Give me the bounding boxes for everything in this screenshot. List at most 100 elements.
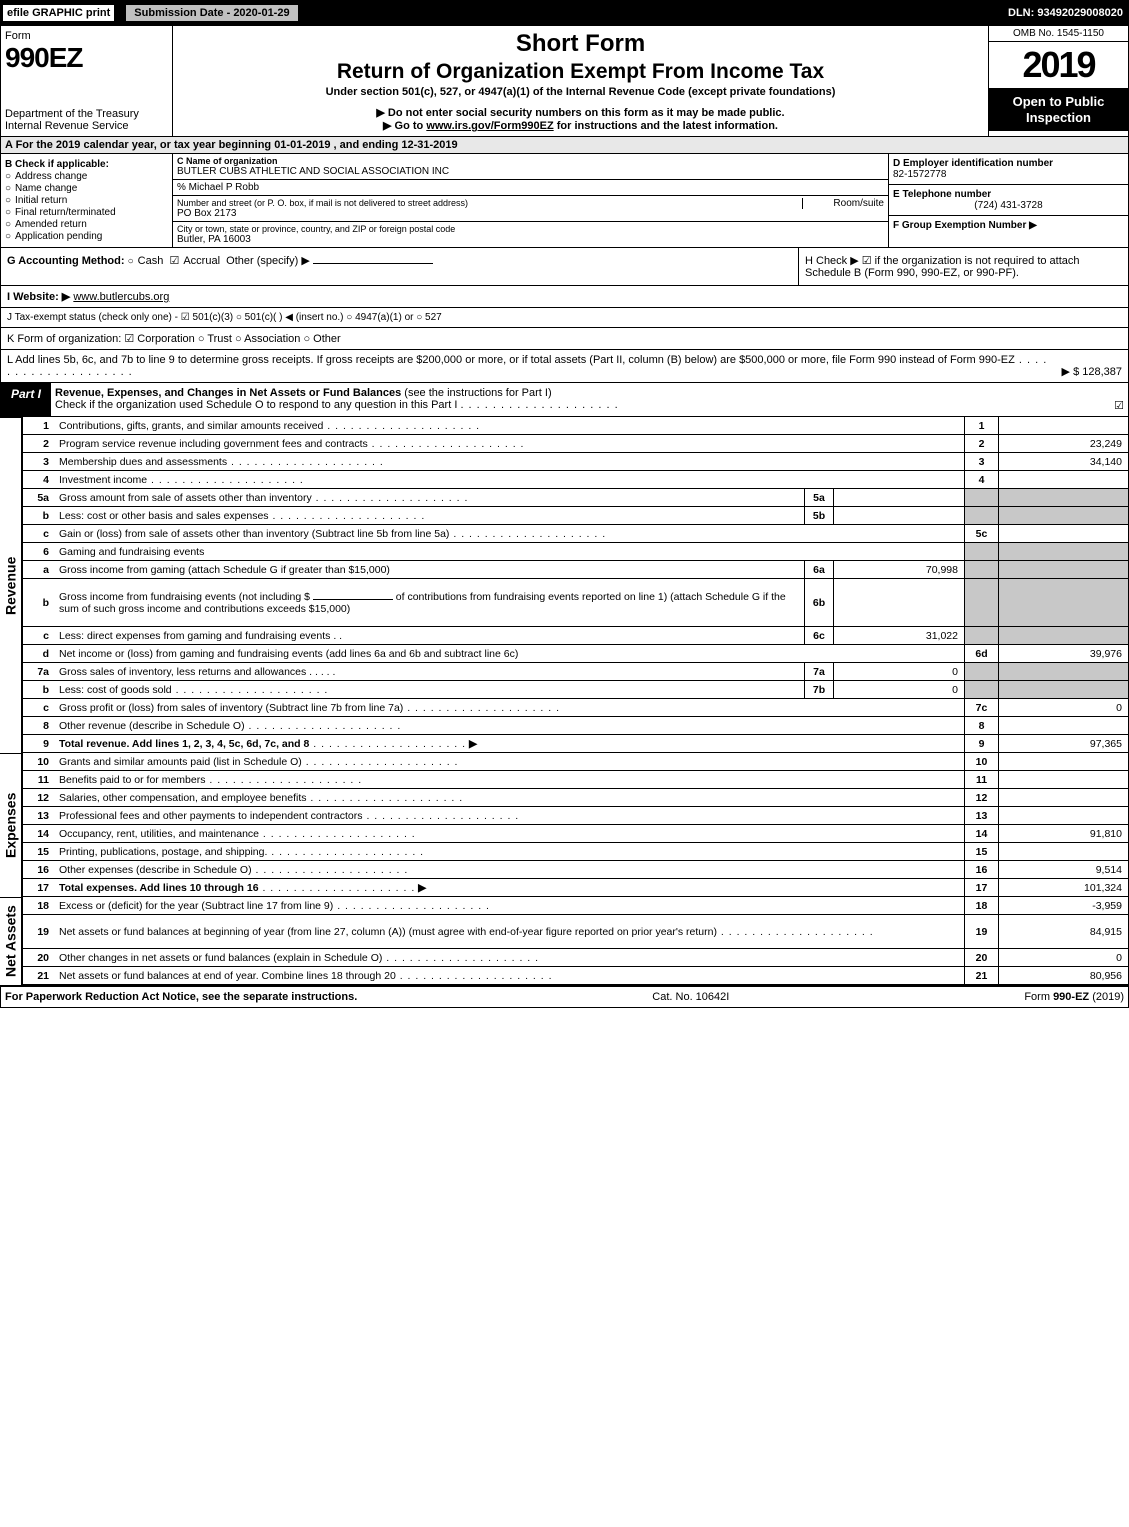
ln-7a: 7a <box>23 666 55 678</box>
rval-6-shade <box>998 543 1128 560</box>
goto-post: for instructions and the latest informat… <box>554 120 778 132</box>
website-label: I Website: ▶ <box>7 291 70 303</box>
desc-13: Professional fees and other payments to … <box>59 810 363 822</box>
rval-8 <box>998 717 1128 734</box>
footer-left: For Paperwork Reduction Act Notice, see … <box>5 991 357 1003</box>
instructions-link[interactable]: www.irs.gov/Form990EZ <box>426 120 553 132</box>
ln-6: 6 <box>23 546 55 558</box>
desc-11: Benefits paid to or for members <box>59 774 205 786</box>
rval-7c: 0 <box>998 699 1128 716</box>
row-5b: b Less: cost or other basis and sales ex… <box>22 507 1129 525</box>
rnum-12: 12 <box>964 789 998 806</box>
row-16: 16 Other expenses (describe in Schedule … <box>22 861 1129 879</box>
mnum-7b: 7b <box>804 681 834 698</box>
section-b-heading: B Check if applicable: <box>5 159 168 170</box>
row-8: 8 Other revenue (describe in Schedule O)… <box>22 717 1129 735</box>
rnum-6d: 6d <box>964 645 998 662</box>
rval-2: 23,249 <box>998 435 1128 452</box>
desc-19: Net assets or fund balances at beginning… <box>59 926 717 938</box>
row-10: 10 Grants and similar amounts paid (list… <box>22 753 1129 771</box>
netassets-vert-label: Net Assets <box>0 897 22 985</box>
chk-name-change[interactable]: Name change <box>5 183 168 194</box>
rnum-13: 13 <box>964 807 998 824</box>
telephone-value: (724) 431-3728 <box>893 200 1124 211</box>
rval-1 <box>998 417 1128 434</box>
rval-6c-shade <box>998 627 1128 644</box>
row-2: 2 Program service revenue including gove… <box>22 435 1129 453</box>
chk-amended-return[interactable]: Amended return <box>5 219 168 230</box>
chk-address-change[interactable]: Address change <box>5 171 168 182</box>
desc-6: Gaming and fundraising events <box>55 544 964 560</box>
dln-label: DLN: 93492029008020 <box>1008 7 1129 19</box>
desc-6d: Net income or (loss) from gaming and fun… <box>55 646 964 662</box>
ln-20: 20 <box>23 952 55 964</box>
rnum-6b-shade <box>964 579 998 626</box>
goto-pre: ▶ Go to <box>383 120 426 132</box>
rval-9: 97,365 <box>998 735 1128 752</box>
acct-cash[interactable]: Cash <box>128 255 164 267</box>
rval-10 <box>998 753 1128 770</box>
header-right: OMB No. 1545-1150 2019 Open to Public In… <box>988 26 1128 136</box>
street-address: PO Box 2173 <box>177 208 884 219</box>
desc-5b: Less: cost or other basis and sales expe… <box>59 510 269 522</box>
mval-5b <box>834 507 964 524</box>
ln-19: 19 <box>23 926 55 938</box>
rnum-9: 9 <box>964 735 998 752</box>
gh-row: G Accounting Method: Cash Accrual Other … <box>0 248 1129 286</box>
line-l-text: L Add lines 5b, 6c, and 7b to line 9 to … <box>7 354 1054 378</box>
ln-5a: 5a <box>23 492 55 504</box>
rval-5c <box>998 525 1128 542</box>
city-label: City or town, state or province, country… <box>177 224 884 234</box>
rnum-6a-shade <box>964 561 998 578</box>
desc-21: Net assets or fund balances at end of ye… <box>59 970 396 982</box>
top-bar: efile GRAPHIC print Submission Date - 20… <box>0 0 1129 26</box>
row-3: 3 Membership dues and assessments 3 34,1… <box>22 453 1129 471</box>
rnum-7a-shade <box>964 663 998 680</box>
rval-20: 0 <box>998 949 1128 966</box>
rnum-6-shade <box>964 543 998 560</box>
form-header: Form 990EZ Department of the Treasury In… <box>0 26 1129 137</box>
org-name: BUTLER CUBS ATHLETIC AND SOCIAL ASSOCIAT… <box>177 166 884 177</box>
line-l-amount: ▶ $ 128,387 <box>1054 365 1122 378</box>
mnum-6b: 6b <box>804 579 834 626</box>
chk-application-pending[interactable]: Application pending <box>5 231 168 242</box>
part-1-title: Revenue, Expenses, and Changes in Net As… <box>55 387 401 399</box>
rval-17: 101,324 <box>998 879 1128 896</box>
ein-label: D Employer identification number <box>893 158 1124 169</box>
part-1-tag: Part I <box>1 383 51 416</box>
telephone-label: E Telephone number <box>893 189 1124 200</box>
rval-5a-shade <box>998 489 1128 506</box>
ln-13: 13 <box>23 810 55 822</box>
chk-final-return[interactable]: Final return/terminated <box>5 207 168 218</box>
desc-6a: Gross income from gaming (attach Schedul… <box>55 562 804 578</box>
page-footer: For Paperwork Reduction Act Notice, see … <box>0 985 1129 1008</box>
mval-6a: 70,998 <box>834 561 964 578</box>
ln-5b: b <box>23 510 55 522</box>
row-7c: c Gross profit or (loss) from sales of i… <box>22 699 1129 717</box>
ln-2: 2 <box>23 438 55 450</box>
part-1-checkbox[interactable]: ☑ <box>1114 399 1124 412</box>
acct-other[interactable]: Other (specify) ▶ <box>226 255 310 267</box>
section-b: B Check if applicable: Address change Na… <box>1 154 173 247</box>
row-6: 6 Gaming and fundraising events <box>22 543 1129 561</box>
mval-7a: 0 <box>834 663 964 680</box>
chk-initial-return[interactable]: Initial return <box>5 195 168 206</box>
omb-number: OMB No. 1545-1150 <box>989 26 1128 42</box>
ein-value: 82-1572778 <box>893 169 1124 180</box>
ssn-warning: ▶ Do not enter social security numbers o… <box>177 106 984 119</box>
desc-16: Other expenses (describe in Schedule O) <box>59 864 252 876</box>
rval-5b-shade <box>998 507 1128 524</box>
rnum-14: 14 <box>964 825 998 842</box>
mnum-7a: 7a <box>804 663 834 680</box>
desc-2: Program service revenue including govern… <box>59 438 368 450</box>
short-form-title: Short Form <box>177 30 984 58</box>
netassets-section: Net Assets 18 Excess or (deficit) for th… <box>0 897 1129 985</box>
accounting-method-label: G Accounting Method: <box>7 255 125 267</box>
row-11: 11 Benefits paid to or for members 11 <box>22 771 1129 789</box>
website-link[interactable]: www.butlercubs.org <box>73 291 169 303</box>
efile-print-button[interactable]: efile GRAPHIC print <box>2 4 115 22</box>
acct-accrual[interactable]: Accrual <box>169 255 220 267</box>
row-14: 14 Occupancy, rent, utilities, and maint… <box>22 825 1129 843</box>
ln-6a: a <box>23 564 55 576</box>
row-5c: c Gain or (loss) from sale of assets oth… <box>22 525 1129 543</box>
